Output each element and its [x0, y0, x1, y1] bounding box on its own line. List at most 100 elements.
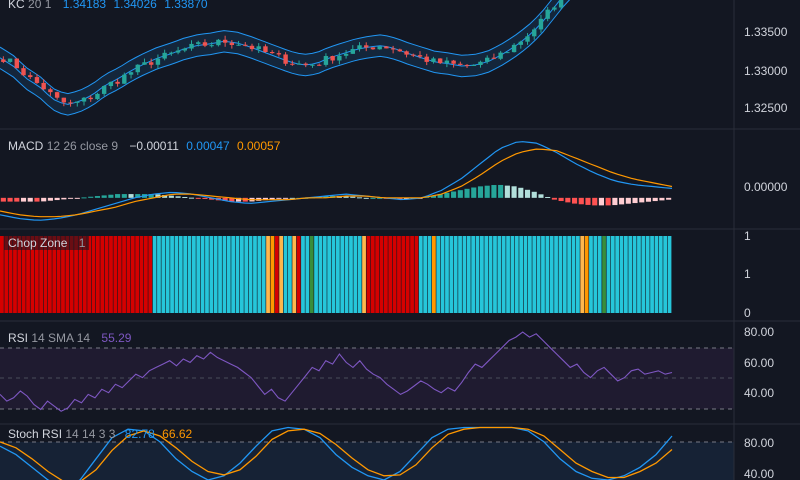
chop-zone-bar	[21, 236, 26, 313]
candle-body	[162, 52, 167, 59]
chop-zone-bar	[484, 236, 489, 313]
chop-zone-bar	[624, 236, 628, 313]
macd-histogram-bar	[639, 197, 645, 203]
macd-histogram-bar	[524, 189, 531, 198]
macd-signal-value: 0.00057	[237, 139, 281, 153]
stoch-params: 14 14 3 3	[65, 427, 116, 441]
stoch-tick: 80.00	[744, 436, 775, 450]
macd-histogram-value: −0.00011	[129, 139, 179, 153]
chop-zone-bar	[240, 236, 244, 313]
candle-body	[196, 42, 201, 44]
chop-zone-bar	[545, 236, 550, 313]
macd-histogram-bar	[404, 197, 410, 200]
chop-zone-bar	[401, 236, 406, 313]
stoch-k-line	[0, 426, 673, 480]
macd-histogram-bar	[222, 197, 228, 201]
macd-histogram-bar	[430, 195, 436, 198]
candle-body	[28, 75, 33, 78]
chop-zone-bar	[248, 236, 253, 313]
macd-histogram-bar	[504, 185, 510, 198]
macd-histogram-bar	[531, 191, 537, 198]
kc-params: 20 1	[28, 0, 52, 11]
stoch-k-value: 82.78	[124, 427, 155, 441]
chop-zone-bar	[405, 236, 410, 313]
chop-zone-bar	[196, 236, 201, 313]
candle-body	[142, 62, 147, 65]
chop-zone-bar	[74, 236, 78, 313]
chop-zone-bar	[362, 236, 366, 313]
candle-body	[458, 63, 463, 65]
macd-histogram-bar	[666, 197, 672, 200]
macd-histogram-bar	[34, 197, 40, 202]
chop-zone-bar	[418, 236, 423, 313]
candle-body	[364, 45, 369, 48]
candle-body	[34, 77, 40, 83]
candle-body	[175, 50, 181, 53]
macd-histogram-bar	[202, 197, 208, 199]
macd-histogram-bar	[74, 197, 80, 199]
chop-zone-bar	[602, 236, 606, 313]
macd-histogram-bar	[605, 197, 611, 206]
candle-body	[108, 81, 114, 87]
chop-zone-bar	[589, 236, 593, 313]
chop-zone-bar	[667, 236, 672, 313]
candle-body	[202, 42, 208, 46]
candle-body	[48, 89, 53, 93]
kc-basis-value: 1.34026	[113, 0, 157, 11]
candle-body	[14, 58, 19, 69]
chop-zone-bar	[218, 236, 222, 313]
macd-histogram-bar	[121, 194, 127, 198]
chop-zone-bar	[192, 236, 196, 313]
candle-body	[323, 56, 329, 65]
chop-zone-bar	[528, 236, 532, 313]
kc-legend: KC 20 1 1.34183 1.34026 1.33870	[8, 0, 208, 11]
chop-zone-bar	[349, 236, 353, 313]
candle-body	[101, 86, 107, 94]
chop-zone-bar	[576, 236, 580, 313]
macd-histogram-bar	[652, 197, 658, 202]
chop-zone-bar	[375, 236, 380, 313]
chop-zone-bar	[87, 236, 92, 313]
chop-zone-bar	[597, 236, 602, 313]
chop-zone-bar	[571, 236, 576, 313]
candle-body	[464, 64, 470, 66]
chop-zone-bar	[510, 236, 515, 313]
chop-zone-bar	[56, 236, 61, 313]
chop-zone-bar	[226, 236, 231, 313]
chop-zone-bar	[213, 236, 218, 313]
chop-zone-bar	[567, 236, 572, 313]
candle-body	[182, 48, 187, 51]
candle-body	[485, 57, 490, 62]
chop-zone-bar	[117, 236, 122, 313]
candle-body	[505, 52, 510, 54]
rsi-value: 55.29	[101, 331, 132, 345]
rsi-params: 14 SMA 14	[31, 331, 91, 345]
chop-zone-bar	[532, 236, 537, 313]
stoch-d-value: 66.62	[162, 427, 193, 441]
chop-zone-bar	[519, 236, 524, 313]
candle-body	[149, 62, 154, 65]
candle-body	[296, 63, 302, 65]
chop-zone-bar	[130, 236, 135, 313]
macd-histogram-bar	[262, 197, 268, 201]
candle-body	[525, 36, 530, 42]
rsi-legend: RSI 14 SMA 14 55.29	[8, 331, 131, 345]
chop-zone-bar	[549, 236, 554, 313]
chop-zone-bar	[253, 236, 257, 313]
macd-histogram-bar	[343, 196, 349, 198]
candle-body	[343, 53, 349, 56]
macd-histogram-bar	[558, 197, 564, 202]
macd-params: 12 26 close 9	[46, 139, 119, 153]
chop-zone-bar	[0, 236, 4, 313]
macd-histogram-bar	[538, 194, 544, 198]
candle-body	[518, 41, 523, 45]
macd-histogram-bar	[115, 194, 121, 198]
chop-zone-bar	[493, 236, 497, 313]
chop-name: Chop Zone	[8, 236, 68, 250]
chop-zone-bar	[663, 236, 668, 313]
chop-zone-bar	[39, 236, 44, 313]
macd-histogram-bar	[229, 197, 235, 202]
candle-body	[61, 97, 67, 103]
chop-zone-bar	[423, 236, 428, 313]
